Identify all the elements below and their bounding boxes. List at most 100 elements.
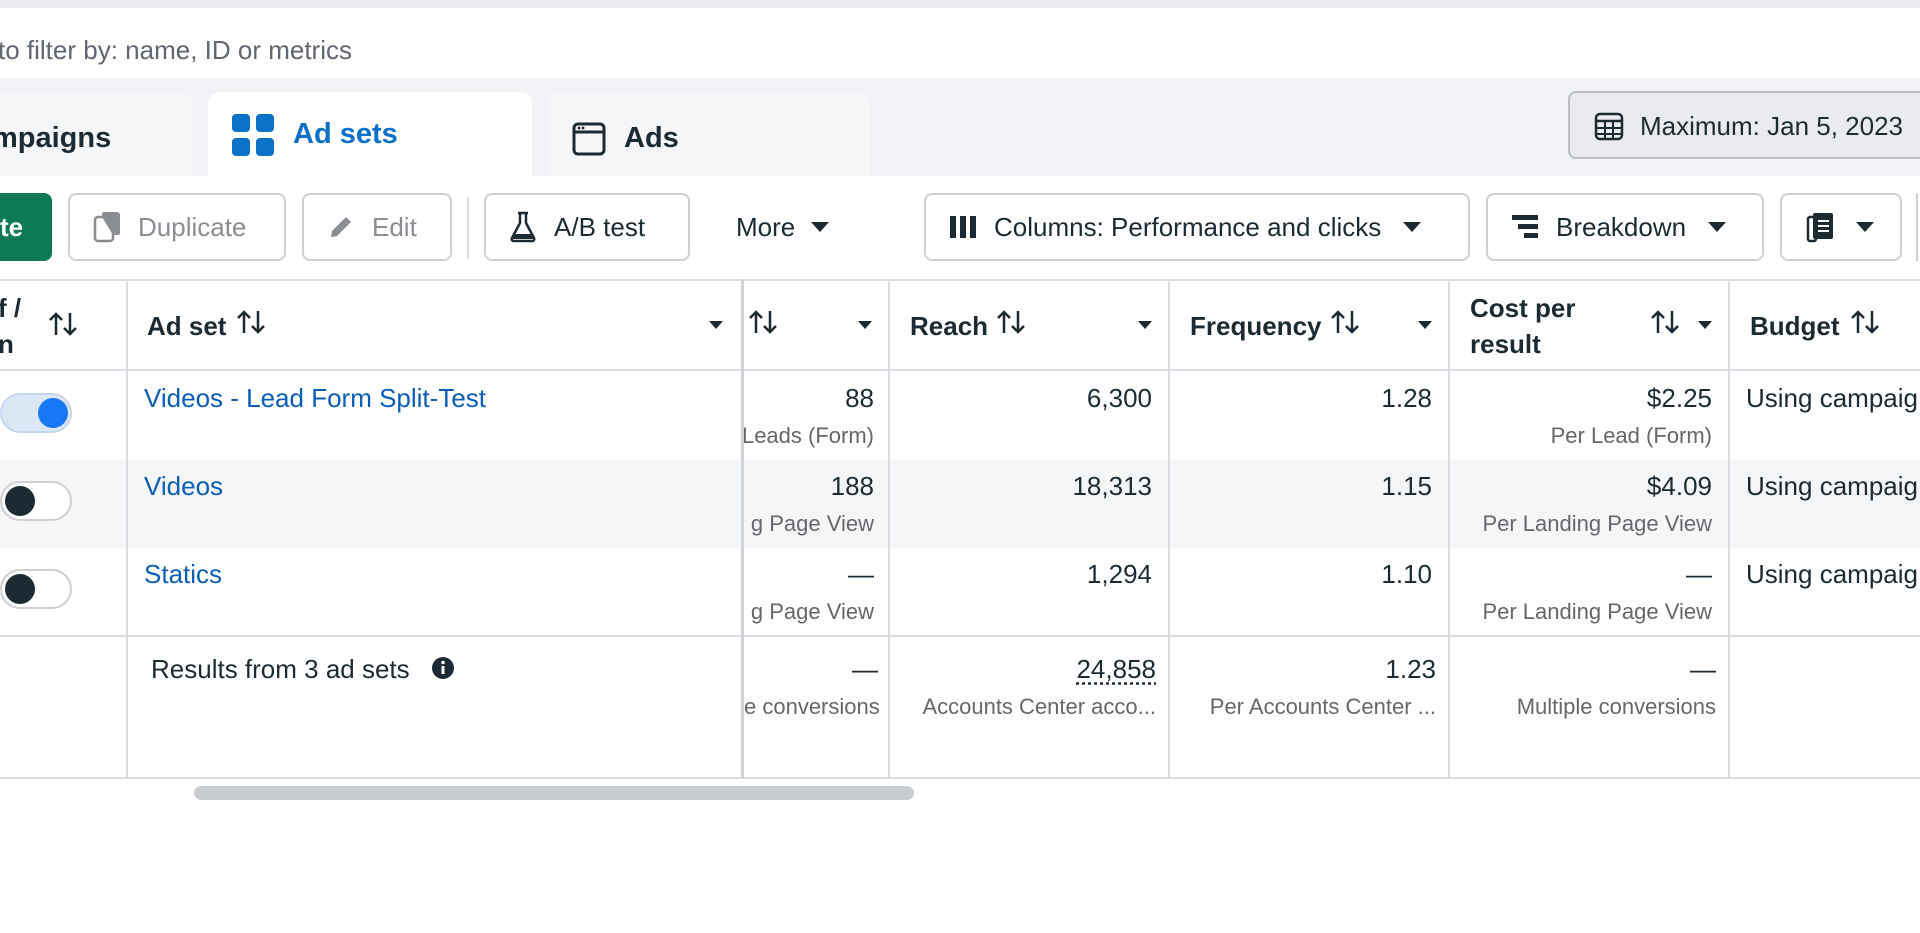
ab-test-label: A/B test [554, 211, 646, 242]
breakdown-icon [1510, 214, 1540, 240]
breakdown-label: Breakdown [1556, 211, 1687, 242]
breakdown-button[interactable]: Breakdown [1486, 193, 1764, 261]
date-range-button[interactable]: Maximum: Jan 5, 2023 [1568, 91, 1920, 159]
toggle-knob [5, 574, 35, 604]
table-border-bottom [0, 777, 1920, 779]
results-type: g Page View [750, 511, 874, 536]
chevron-down-icon [1708, 222, 1727, 232]
col-divider [888, 279, 890, 779]
header-cost-per-result-line2[interactable]: result [1470, 329, 1541, 359]
totals-cost-value: — [1690, 654, 1716, 684]
header-reach[interactable]: Reach [910, 311, 989, 341]
search-filter-placeholder: to filter by: name, ID or metrics [0, 35, 352, 65]
calendar-icon [1594, 111, 1624, 146]
frequency-value: 1.15 [1381, 471, 1432, 501]
chevron-down-icon [811, 222, 830, 232]
on-off-toggle[interactable] [0, 481, 72, 521]
header-bottom-border [0, 369, 1920, 371]
date-range-label: Maximum: Jan 5, 2023 [1640, 111, 1904, 141]
col-divider [126, 279, 128, 779]
on-off-toggle[interactable] [0, 569, 72, 609]
sort-icon[interactable] [1850, 309, 1880, 340]
toggle-knob [38, 398, 68, 428]
header-off-on-line1: f / [0, 293, 22, 323]
frequency-value: 1.10 [1381, 559, 1432, 589]
header-off-on-line2: n [0, 329, 14, 359]
reports-button[interactable] [1780, 193, 1902, 261]
header-ad-set-label: Ad set [147, 311, 227, 341]
duplicate-icon [92, 211, 124, 243]
totals-reach-value[interactable]: 24,858 [1076, 654, 1156, 684]
budget-value: Using campaig [1746, 559, 1918, 589]
chevron-down-icon[interactable] [1698, 321, 1712, 329]
totals-top-border [0, 635, 1920, 637]
edit-button[interactable]: Edit [302, 193, 452, 261]
reports-icon [1804, 211, 1838, 243]
duplicate-label: Duplicate [138, 211, 247, 242]
tab-campaigns-label: mpaigns [0, 122, 112, 154]
cost-per-result-type: Per Lead (Form) [1550, 423, 1712, 448]
budget-value: Using campaig [1746, 383, 1918, 413]
totals-results-type: e conversions [744, 694, 880, 719]
results-value: 188 [830, 471, 874, 501]
create-button-label: te [0, 212, 24, 242]
sort-icon[interactable] [748, 309, 778, 340]
cost-per-result-type: Per Landing Page View [1482, 599, 1712, 624]
chevron-down-icon[interactable] [1138, 321, 1152, 329]
totals-reach-type: Accounts Center acco... [922, 694, 1156, 719]
toggle-knob [5, 486, 35, 516]
tab-ad-sets-label: Ad sets [293, 118, 398, 150]
more-label: More [736, 211, 796, 242]
col-divider [1168, 279, 1170, 779]
ad-set-name-link[interactable]: Videos - Lead Form Split-Test [144, 383, 486, 413]
sort-icon[interactable] [996, 309, 1026, 340]
totals-frequency-value: 1.23 [1385, 654, 1436, 684]
sort-icon[interactable] [1330, 309, 1360, 340]
duplicate-button[interactable]: Duplicate [68, 193, 286, 261]
budget-value: Using campaig [1746, 471, 1918, 501]
flask-icon [508, 211, 538, 243]
more-button[interactable]: More [716, 193, 866, 261]
reach-value: 18,313 [1072, 471, 1152, 501]
sort-icon[interactable] [1650, 309, 1680, 340]
cost-per-result-value: $4.09 [1646, 471, 1712, 501]
tab-ad-sets[interactable]: Ad sets [208, 92, 532, 176]
ad-set-name-link[interactable]: Statics [144, 559, 223, 589]
top-strip [0, 0, 1920, 8]
chevron-down-icon[interactable] [1418, 321, 1432, 329]
results-type: Leads (Form) [744, 423, 874, 448]
horizontal-scrollbar-thumb[interactable] [194, 786, 914, 800]
sort-icon[interactable] [236, 309, 266, 340]
create-button[interactable]: te [0, 193, 52, 261]
on-off-toggle[interactable] [0, 393, 72, 433]
edit-label: Edit [372, 211, 417, 242]
totals-results-value: — [852, 654, 878, 684]
totals-frequency-type: Per Accounts Center ... [1209, 694, 1436, 719]
tab-ads-label: Ads [624, 122, 679, 154]
ad-sets-table: f / n Ad set Reach Frequency Cost per re… [0, 279, 1920, 779]
cost-per-result-value: — [1686, 559, 1712, 589]
toolbar-overflow-edge [1916, 193, 1920, 261]
pencil-icon [326, 213, 356, 241]
header-cost-per-result-line1[interactable]: Cost per [1470, 293, 1576, 323]
chevron-down-icon[interactable] [858, 321, 872, 329]
header-budget[interactable]: Budget [1750, 311, 1840, 341]
totals-label: Results from 3 ad sets [151, 654, 410, 684]
results-value: — [848, 559, 874, 589]
chevron-down-icon[interactable] [709, 321, 723, 329]
header-frequency[interactable]: Frequency [1190, 311, 1322, 341]
col-divider [1728, 279, 1730, 779]
tab-ads[interactable]: Ads [548, 92, 870, 176]
info-icon[interactable] [431, 656, 455, 685]
ad-set-name-link[interactable]: Videos [144, 471, 224, 501]
search-filter-bar[interactable]: to filter by: name, ID or metrics [0, 8, 1920, 78]
sort-icon[interactable] [48, 311, 78, 342]
toolbar-divider [467, 197, 469, 259]
header-ad-set[interactable]: Ad set [147, 311, 226, 342]
ab-test-button[interactable]: A/B test [484, 193, 690, 261]
results-value: 88 [845, 383, 874, 413]
columns-button[interactable]: Columns: Performance and clicks [924, 193, 1470, 261]
cost-per-result-type: Per Landing Page View [1482, 511, 1712, 536]
reach-value: 1,294 [1086, 559, 1152, 589]
tab-campaigns[interactable]: mpaigns [0, 92, 192, 176]
